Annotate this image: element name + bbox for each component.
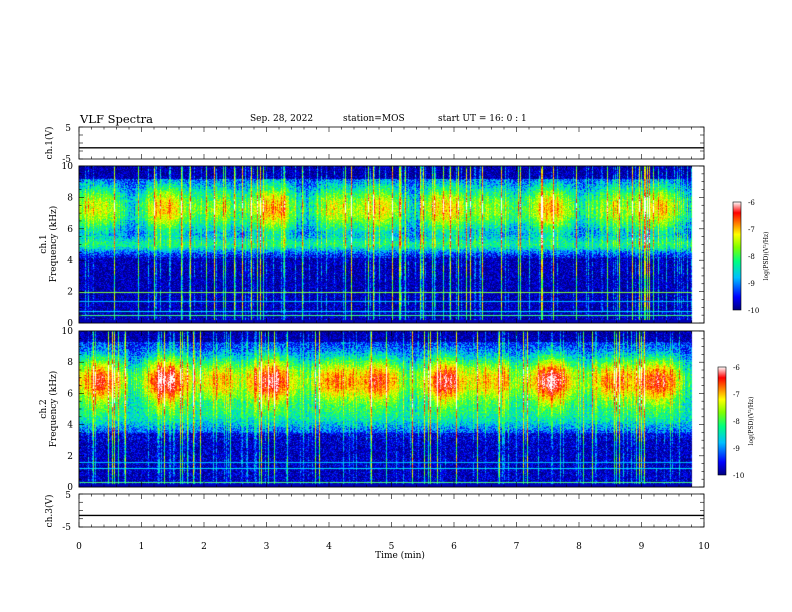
ch1-channel-label: ch.1 <box>39 234 49 253</box>
station-label: station=MOS <box>343 114 405 124</box>
ch1-voltage-ylabel: ch.1(V) <box>44 127 55 160</box>
ch2-channel-label: ch.2 <box>39 399 49 418</box>
ch2-colorbar: -6 -7 -8 -9 -10 log(PSD)(V²/Hz) <box>717 364 755 480</box>
x-tick-label: 10 <box>698 542 710 552</box>
colorbar-tick-label: -7 <box>748 226 755 234</box>
x-tick-label: 3 <box>264 542 270 552</box>
colorbar-tick-label: -8 <box>748 253 755 261</box>
x-axis-label: Time (min) <box>375 550 425 561</box>
frequency-tick-label: 6 <box>67 389 73 399</box>
ch2-spectrogram-panel: 0 2 4 6 8 10 ch.2 Frequency (kHz) <box>39 327 705 493</box>
ch1-frequency-ylabel: Frequency (kHz) <box>48 206 59 283</box>
ch2-frequency-ylabel: Frequency (kHz) <box>48 371 59 448</box>
frequency-tick-label: 8 <box>67 358 73 368</box>
ch1-spectrogram-panel: 0 2 4 6 8 10 ch.1 Frequency (kHz) <box>39 162 705 329</box>
ch3-ytick-neg5: -5 <box>62 523 71 533</box>
ch1-ytick-neg5: -5 <box>62 155 71 165</box>
colorbar-tick-label: -7 <box>733 391 740 399</box>
colorbar-tick-label: -6 <box>748 199 755 207</box>
x-tick-label: 2 <box>201 542 207 552</box>
ch1-ytick-5: 5 <box>65 124 71 134</box>
ch2-spectrogram-image <box>79 331 704 487</box>
x-tick-label: 0 <box>76 542 82 552</box>
figure-title: VLF Spectra <box>80 112 154 126</box>
x-tick-label: 4 <box>326 542 332 552</box>
ch3-voltage-panel: 5 -5 ch.3(V) <box>44 491 705 533</box>
x-tick-label: 9 <box>639 542 645 552</box>
frequency-tick-label: 2 <box>67 452 73 462</box>
colorbar-tick-label: -9 <box>748 280 755 288</box>
x-tick-label: 7 <box>514 542 520 552</box>
frequency-tick-label: 8 <box>67 193 73 203</box>
frequency-tick-label: 4 <box>67 256 73 266</box>
x-axis-tick-labels: 0 1 2 3 4 5 6 7 8 9 10 <box>76 542 710 552</box>
colorbar-tick-label: -8 <box>733 418 740 426</box>
colorbar-tick-label: -10 <box>733 472 744 480</box>
x-tick-label: 6 <box>451 542 457 552</box>
ch1-colorbar-label: log(PSD)(V²/Hz) <box>763 232 770 281</box>
ch2-colorbar-label: log(PSD)(V²/Hz) <box>748 397 755 446</box>
ch1-voltage-panel: 5 -5 ch.1(V) <box>44 124 705 165</box>
ch3-ytick-5: 5 <box>65 491 71 501</box>
frequency-tick-label: 10 <box>62 327 74 337</box>
colorbar-tick-label: -6 <box>733 364 740 372</box>
x-tick-label: 1 <box>139 542 145 552</box>
frequency-tick-label: 4 <box>67 421 73 431</box>
ch1-colorbar: -6 -7 -8 -9 -10 log(PSD)(V²/Hz) <box>732 199 770 315</box>
x-tick-label: 5 <box>389 542 395 552</box>
frequency-tick-label: 10 <box>62 162 74 172</box>
frequency-tick-label: 6 <box>67 225 73 235</box>
colorbar-tick-label: -10 <box>748 307 759 315</box>
frequency-tick-label: 0 <box>67 319 73 329</box>
date-label: Sep. 28, 2022 <box>250 114 314 124</box>
start-time-label: start UT = 16: 0 : 1 <box>438 114 527 124</box>
frequency-tick-label: 0 <box>67 483 73 493</box>
frequency-tick-label: 2 <box>67 288 73 298</box>
x-tick-label: 8 <box>576 542 582 552</box>
colorbar-tick-label: -9 <box>733 445 740 453</box>
ch3-voltage-ylabel: ch.3(V) <box>44 495 55 528</box>
ch1-spectrogram-image <box>79 166 704 323</box>
